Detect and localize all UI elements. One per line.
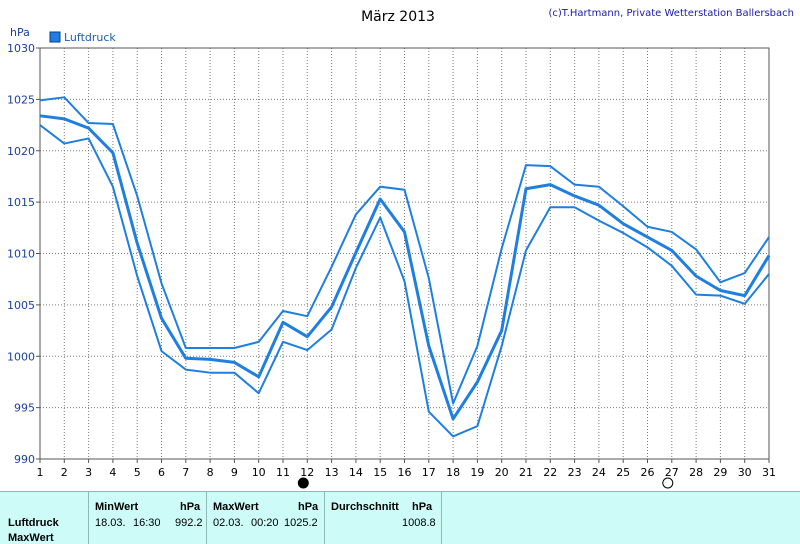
min-value: 992.2 (175, 517, 203, 529)
x-tick-label: 5 (134, 466, 141, 479)
grid (39, 47, 770, 460)
min-time: 16:30 (133, 517, 161, 529)
y-tick-label: 1025 (7, 93, 35, 106)
x-tick-label: 12 (300, 466, 314, 479)
x-tick-label: 31 (762, 466, 776, 479)
y-tick-label: 995 (14, 402, 35, 415)
legend-label: Luftdruck (64, 31, 116, 44)
row-label-luftdruck: Luftdruck (8, 517, 59, 529)
stats-divider (206, 492, 207, 544)
x-tick-label: 18 (446, 466, 460, 479)
x-tick-label: 24 (592, 466, 606, 479)
y-tick-label: 1030 (7, 42, 35, 55)
x-tick-label: 14 (349, 466, 363, 479)
x-tick-label: 17 (422, 466, 436, 479)
x-tick-label: 27 (665, 466, 679, 479)
moon-markers (297, 477, 674, 489)
stats-divider (324, 492, 325, 544)
x-tick-label: 9 (231, 466, 238, 479)
y-tick-label: 1015 (7, 196, 35, 209)
series-group (39, 96, 771, 438)
pressure-chart: März 2013 (c)T.Hartmann, Private Wetters… (7, 8, 794, 489)
x-tick-label: 3 (85, 466, 92, 479)
x-tick-label: 29 (713, 466, 727, 479)
x-axis-ticks: 1 2 3 4 5 6 7 8 9 10 11 12 13 14 15 16 17 18 19 20 21 22 23 24 2… (37, 459, 776, 479)
chart-title: März 2013 (361, 9, 435, 25)
x-tick-label: 11 (276, 466, 290, 479)
min-header: MinWert (95, 501, 139, 513)
x-tick-label: 6 (158, 466, 165, 479)
x-tick-label: 13 (325, 466, 339, 479)
x-tick-label: 20 (495, 466, 509, 479)
x-tick-label: 23 (568, 466, 582, 479)
y-axis-unit: hPa (10, 26, 30, 39)
avg-value: 1008.8 (402, 517, 436, 529)
stats-panel: Luftdruck MaxWert MinWert hPa 18.03. 16:… (0, 491, 800, 544)
x-tick-label: 16 (398, 466, 412, 479)
x-tick-label: 22 (543, 466, 557, 479)
x-tick-label: 26 (641, 466, 655, 479)
x-tick-label: 21 (519, 466, 533, 479)
x-tick-label: 19 (470, 466, 484, 479)
row-label-maxwert: MaxWert (8, 532, 54, 544)
series-line-mean (39, 114, 771, 421)
max-date: 02.03. (213, 517, 244, 529)
min-date: 18.03. (95, 517, 126, 529)
x-tick-label: 7 (182, 466, 189, 479)
plot-frame (39, 47, 770, 460)
max-value: 1025.2 (284, 517, 318, 529)
max-header: MaxWert (213, 501, 259, 513)
max-time: 00:20 (251, 517, 279, 529)
copyright-text: (c)T.Hartmann, Private Wetterstation Bal… (548, 8, 794, 19)
series-line-min (39, 124, 770, 438)
y-tick-label: 1005 (7, 299, 35, 312)
full-moon-marker (662, 477, 674, 489)
series-line-max (39, 96, 770, 405)
max-unit: hPa (298, 501, 319, 513)
x-tick-label: 8 (207, 466, 214, 479)
x-tick-label: 25 (616, 466, 630, 479)
avg-unit: hPa (412, 501, 433, 513)
stats-divider (88, 492, 89, 544)
y-tick-label: 990 (14, 453, 35, 466)
x-tick-label: 1 (37, 466, 44, 479)
y-axis-ticks: 1030 1025 1020 1015 1010 1005 1000 995 990 (7, 42, 40, 466)
x-tick-label: 10 (252, 466, 266, 479)
y-tick-label: 1020 (7, 145, 35, 158)
y-tick-label: 1010 (7, 248, 35, 261)
min-unit: hPa (180, 501, 201, 513)
stats-divider (441, 492, 442, 544)
x-tick-label: 15 (373, 466, 387, 479)
y-tick-label: 1000 (7, 350, 35, 363)
x-tick-label: 4 (109, 466, 116, 479)
new-moon-marker (297, 477, 309, 489)
x-tick-label: 2 (61, 466, 68, 479)
legend-swatch (49, 31, 61, 43)
x-tick-label: 30 (738, 466, 752, 479)
x-tick-label: 28 (689, 466, 703, 479)
avg-header: Durchschnitt (331, 501, 399, 513)
